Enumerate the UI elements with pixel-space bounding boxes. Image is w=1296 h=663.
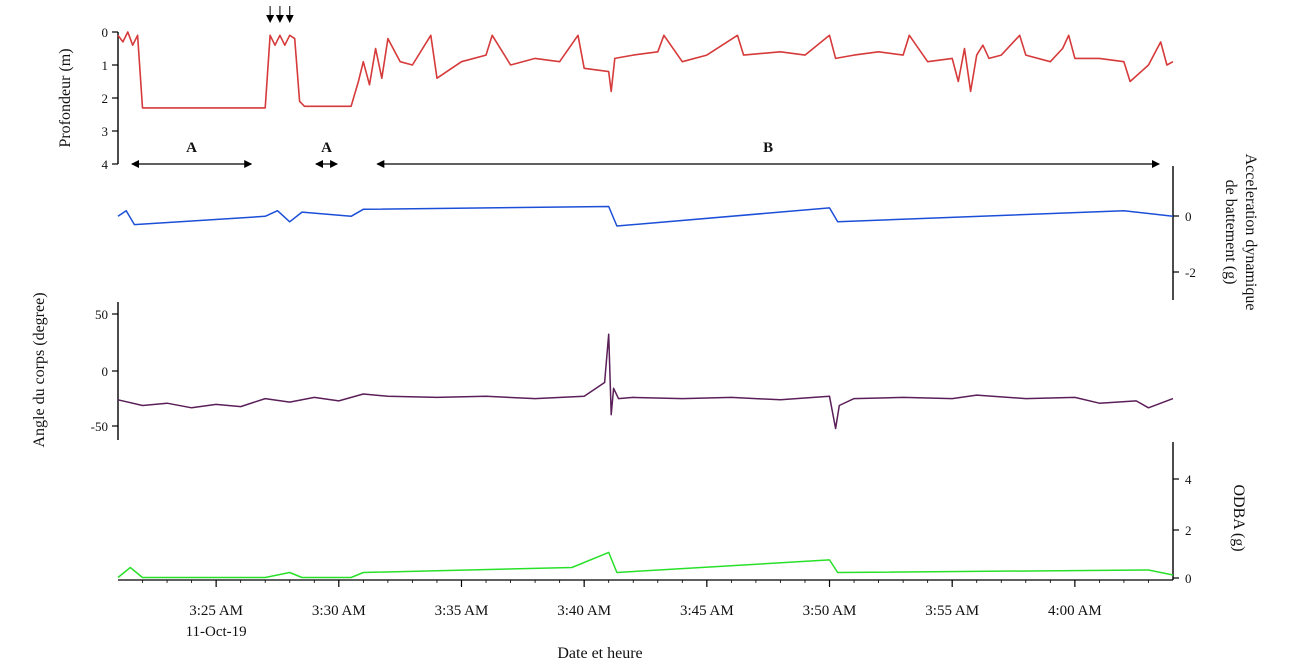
- depth-y-tick-label: 2: [102, 91, 109, 106]
- phase-label-b: B: [763, 140, 773, 156]
- angle-axis-title: Angle du corps (degree): [31, 292, 48, 447]
- x-tick-label: 4:00 AM: [1048, 603, 1102, 619]
- depth-y-tick-label: 3: [102, 124, 109, 139]
- odba-y-tick-label: 2: [1185, 523, 1192, 538]
- angle-y-tick-label: 50: [95, 307, 108, 322]
- phase-label-a: A: [321, 140, 332, 156]
- depth-series-line: [117, 31, 1174, 109]
- accel-axis-title: Acceleration dynamiquede battement (g): [1222, 154, 1259, 311]
- x-tick-label: 3:45 AM: [680, 603, 734, 619]
- accel-axis-title-line: Acceleration dynamique: [1242, 154, 1259, 311]
- depth-axis-title: Profondeur (m): [57, 48, 74, 147]
- odba-axis-title: ODBA (g): [1230, 484, 1247, 551]
- odba-y-tick-label: 0: [1185, 571, 1192, 586]
- x-tick-label: 3:50 AM: [803, 603, 857, 619]
- depth-y-tick-label: 4: [102, 157, 109, 172]
- x-tick-label: 3:55 AM: [925, 603, 979, 619]
- odba-series-line: [117, 551, 1174, 579]
- accel-y-tick-label: -2: [1185, 265, 1196, 280]
- accel-series-line: [117, 205, 1174, 227]
- x-tick-label: 3:30 AM: [312, 603, 366, 619]
- odba-y-tick-label: 4: [1185, 472, 1192, 487]
- x-axis-title: Date et heure: [557, 645, 642, 662]
- phase-label-a: A: [186, 140, 197, 156]
- x-tick-label: 3:40 AM: [557, 603, 611, 619]
- accel-axis-title-line: de battement (g): [1222, 180, 1239, 285]
- accel-y-tick-label: 0: [1185, 209, 1192, 224]
- angle-y-tick-label: 0: [102, 364, 109, 379]
- depth-y-tick-label: 1: [102, 58, 109, 73]
- angle-series-line: [117, 333, 1174, 430]
- angle-y-tick-label: -50: [91, 419, 108, 434]
- x-tick-label: 3:35 AM: [435, 603, 489, 619]
- x-date-sublabel: 11-Oct-19: [186, 624, 247, 640]
- x-tick-label: 3:25 AM: [189, 603, 243, 619]
- depth-y-tick-label: 0: [102, 25, 109, 40]
